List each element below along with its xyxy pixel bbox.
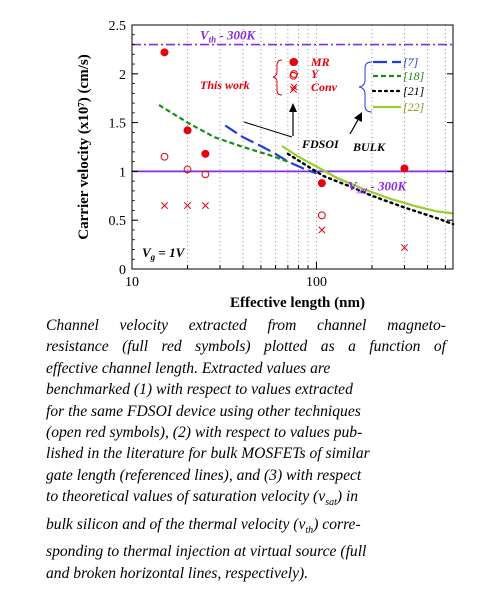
point-MR	[160, 48, 169, 57]
bulk-arrowhead	[354, 112, 362, 122]
x-tick-label: 100	[306, 275, 327, 290]
series-line-21	[286, 152, 455, 226]
caption-subscript: sat	[325, 497, 337, 509]
y-tick-label: 1	[119, 165, 126, 180]
plot-frame	[131, 24, 454, 270]
point-MR	[317, 179, 326, 188]
series-line-7	[224, 124, 317, 175]
caption-line: effective channel length. Extracted valu…	[46, 359, 331, 377]
legend-label-22: [22]	[403, 100, 425, 114]
point-MR	[201, 149, 210, 158]
legend-title-this-work: This work	[200, 78, 250, 92]
legend-label-MR: MR	[310, 55, 330, 69]
caption-text: ) in	[336, 488, 359, 506]
caption-line: resistance (full red symbols) plotted as…	[46, 338, 446, 356]
point-Y	[183, 165, 192, 174]
y-axis-title: Carrier velocity (x10⁷) (cm/s)	[76, 54, 92, 239]
fdsoi-pointer	[243, 121, 293, 138]
y-tick-label: 0.5	[109, 214, 127, 229]
point-MR	[400, 164, 409, 173]
point-Y	[201, 170, 210, 179]
x-tick-label: 10	[125, 275, 139, 290]
ref-label-vsat: Vsat - 300K	[348, 178, 408, 195]
point-Conv	[400, 243, 409, 252]
caption-text: to theoretical values of saturation velo…	[46, 488, 326, 506]
legend-label-Y: Y	[311, 67, 320, 81]
point-Y	[160, 152, 169, 161]
caption-line: Channel velocity extracted from channel …	[46, 317, 446, 334]
point-Conv	[201, 202, 209, 210]
y-tick-label: 1.5	[109, 117, 127, 132]
y-tick-label: 0	[119, 263, 126, 278]
point-Conv	[160, 202, 169, 210]
fdsoi-arrowhead	[289, 103, 297, 112]
point-Y	[317, 211, 326, 220]
legend-brace-literature	[358, 61, 373, 113]
caption-subscript: th	[305, 524, 314, 536]
annotation-bulk: BULK	[352, 140, 386, 154]
legend-marker-Conv	[290, 83, 298, 91]
x-axis-title: Effective length (nm)	[230, 295, 365, 311]
series-line-18	[158, 104, 289, 163]
caption-line: bulk silicon and of the thermal velocity…	[46, 514, 446, 542]
annotation-vg: Vg = 1V	[142, 245, 186, 262]
caption-line: (open red symbols), (2) with respect to …	[46, 424, 363, 442]
legend-label-21: [21]	[403, 84, 425, 98]
bulk-arrow	[349, 117, 360, 135]
legend-marker-Y	[290, 70, 298, 78]
caption-line: lished in the literature for bulk MOSFET…	[46, 445, 370, 463]
legend-label-7: [7]	[403, 55, 419, 69]
ref-label-vth: Vth - 300K	[200, 28, 257, 45]
y-tick-label: 2	[119, 68, 126, 83]
caption-line: sponding to thermal injection at virtual…	[46, 543, 367, 561]
caption-line: gate length (referenced lines), and (3) …	[46, 466, 362, 484]
chart-figure: 0 0.5 1 1.5 2 2.5 10 100 Effective length (nm) Ca…	[76, 19, 455, 311]
point-MR	[183, 126, 192, 135]
point-Conv	[183, 202, 192, 210]
series-line-22	[281, 145, 454, 215]
legend-label-18: [18]	[403, 69, 425, 83]
velocity-chart: 0 0.5 1 1.5 2 2.5 10 100 Effective length (nm) Ca…	[76, 19, 455, 311]
caption-line: benchmarked (1) with respect to values e…	[46, 381, 353, 399]
legend-marker-MR	[290, 58, 298, 66]
legend-label-Conv: Conv	[311, 80, 338, 94]
point-Conv	[289, 85, 297, 93]
point-Conv	[318, 226, 326, 234]
figure-caption: Channel velocity extracted from channel …	[46, 315, 446, 584]
annotation-fdsoi: FDSOI	[301, 137, 340, 151]
caption-line: for the same FDSOI device using other te…	[46, 402, 361, 420]
legend-brace-this-work	[272, 59, 283, 96]
caption-text: bulk silicon and of the thermal velocity…	[46, 515, 306, 533]
caption-text: ) corre-	[313, 515, 361, 533]
caption-line: to theoretical values of saturation velo…	[46, 486, 446, 514]
y-tick-label: 2.5	[109, 19, 127, 34]
caption-line: and broken horizontal lines, respectivel…	[46, 564, 309, 582]
